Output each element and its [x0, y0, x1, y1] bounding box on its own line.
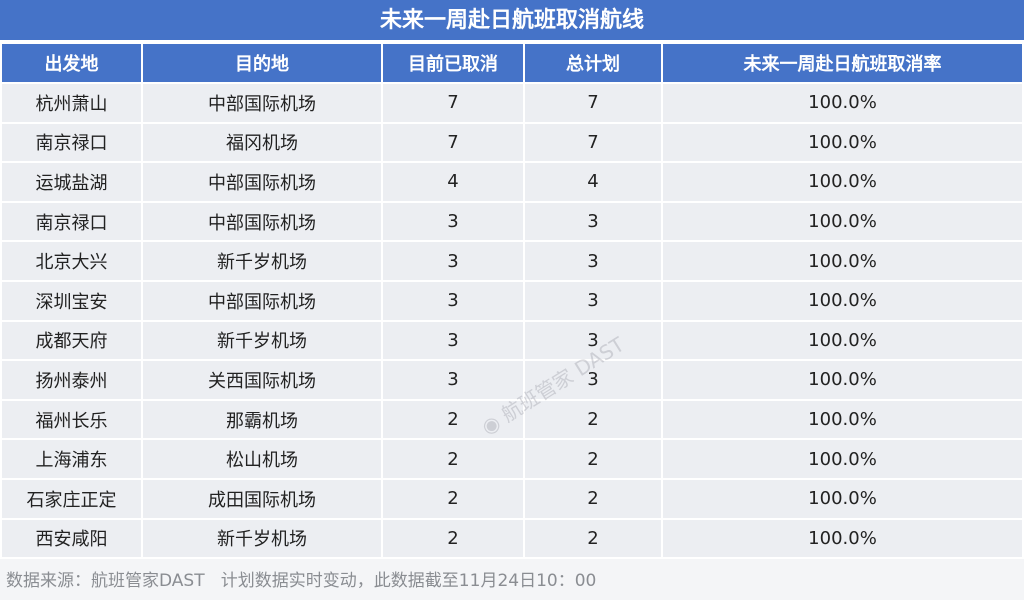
table-cell: 100.0% — [661, 319, 1024, 362]
table-cell: 新千岁机场 — [141, 517, 383, 560]
table-cell: 100.0% — [661, 200, 1024, 243]
table-row: 杭州萧山 中部国际机场 7 7 100.0% — [0, 82, 1024, 124]
table-row: 南京禄口 中部国际机场 3 3 100.0% — [0, 200, 1024, 243]
table-cell: 杭州萧山 — [0, 82, 143, 124]
table-cell: 3 — [381, 200, 525, 243]
table-cell: 100.0% — [661, 82, 1024, 124]
table-cell: 2 — [381, 438, 525, 480]
table-cell: 3 — [523, 279, 663, 322]
table-cell: 成都天府 — [0, 319, 143, 362]
table-cell: 100.0% — [661, 398, 1024, 441]
table-cell: 3 — [381, 279, 525, 322]
table-cell: 4 — [523, 161, 663, 203]
data-source-note: 数据来源：航班管家DAST 计划数据实时变动，此数据截至11月24日10：00 — [6, 571, 597, 591]
column-header: 总计划 — [523, 42, 663, 84]
table-cell: 2 — [381, 477, 525, 520]
table-cell: 3 — [523, 359, 663, 401]
table-cell: 7 — [381, 121, 525, 164]
table-cell: 7 — [523, 121, 663, 164]
column-header: 出发地 — [0, 42, 143, 84]
table-cell: 3 — [381, 319, 525, 362]
table-cell: 那霸机场 — [141, 398, 383, 441]
table-row: 南京禄口 福冈机场 7 7 100.0% — [0, 121, 1024, 164]
table-cell: 3 — [381, 359, 525, 401]
table-row: 上海浦东 松山机场 2 2 100.0% — [0, 438, 1024, 480]
table-cell: 中部国际机场 — [141, 161, 383, 203]
table-cell: 100.0% — [661, 477, 1024, 520]
table-cell: 福州长乐 — [0, 398, 143, 441]
table-cell: 中部国际机场 — [141, 200, 383, 243]
table-cell: 福冈机场 — [141, 121, 383, 164]
table-cell: 西安咸阳 — [0, 517, 143, 560]
column-header: 目前已取消 — [381, 42, 525, 84]
table-cell: 北京大兴 — [0, 240, 143, 282]
table-cell: 2 — [523, 517, 663, 560]
table-row: 深圳宝安 中部国际机场 3 3 100.0% — [0, 279, 1024, 322]
table-cell: 成田国际机场 — [141, 477, 383, 520]
table-cell: 100.0% — [661, 161, 1024, 203]
table-cell: 扬州泰州 — [0, 359, 143, 401]
table-cell: 7 — [523, 82, 663, 124]
table-cell: 3 — [523, 200, 663, 243]
table-cell: 中部国际机场 — [141, 279, 383, 322]
table-cell: 新千岁机场 — [141, 240, 383, 282]
table-cell: 中部国际机场 — [141, 82, 383, 124]
table-cell: 2 — [523, 477, 663, 520]
table-cell: 3 — [381, 240, 525, 282]
table-cell: 南京禄口 — [0, 200, 143, 243]
table-row: 成都天府 新千岁机场 3 3 100.0% — [0, 319, 1024, 362]
table-row: 运城盐湖 中部国际机场 4 4 100.0% — [0, 161, 1024, 203]
table-cell: 4 — [381, 161, 525, 203]
column-header: 目的地 — [141, 42, 383, 84]
table-row: 西安咸阳 新千岁机场 2 2 100.0% — [0, 517, 1024, 560]
cancellation-table: 出发地 目的地 目前已取消 总计划 未来一周赴日航班取消率 杭州萧山 中部国际机场 7 7 10… — [0, 42, 1024, 560]
column-header: 未来一周赴日航班取消率 — [661, 42, 1024, 84]
table-title: 未来一周赴日航班取消航线 — [0, 0, 1024, 42]
table-cell: 100.0% — [661, 438, 1024, 480]
table-cell: 3 — [523, 240, 663, 282]
table-cell: 2 — [381, 398, 525, 441]
table-cell: 2 — [523, 398, 663, 441]
table-cell: 上海浦东 — [0, 438, 143, 480]
table-row: 福州长乐 那霸机场 2 2 100.0% — [0, 398, 1024, 441]
table-cell: 100.0% — [661, 121, 1024, 164]
table-cell: 100.0% — [661, 240, 1024, 282]
table-cell: 松山机场 — [141, 438, 383, 480]
table-cell: 深圳宝安 — [0, 279, 143, 322]
table-cell: 新千岁机场 — [141, 319, 383, 362]
table-cell: 2 — [381, 517, 525, 560]
table-cell: 7 — [381, 82, 525, 124]
table-cell: 石家庄正定 — [0, 477, 143, 520]
table-cell: 2 — [523, 438, 663, 480]
table-row: 北京大兴 新千岁机场 3 3 100.0% — [0, 240, 1024, 282]
table-cell: 100.0% — [661, 517, 1024, 560]
table-header-row: 出发地 目的地 目前已取消 总计划 未来一周赴日航班取消率 — [0, 42, 1024, 84]
table-cell: 运城盐湖 — [0, 161, 143, 203]
table-cell: 3 — [523, 319, 663, 362]
table-cell: 100.0% — [661, 359, 1024, 401]
table-row: 扬州泰州 关西国际机场 3 3 100.0% — [0, 359, 1024, 401]
table-row: 石家庄正定 成田国际机场 2 2 100.0% — [0, 477, 1024, 520]
table-cell: 关西国际机场 — [141, 359, 383, 401]
table-cell: 100.0% — [661, 279, 1024, 322]
table-cell: 南京禄口 — [0, 121, 143, 164]
